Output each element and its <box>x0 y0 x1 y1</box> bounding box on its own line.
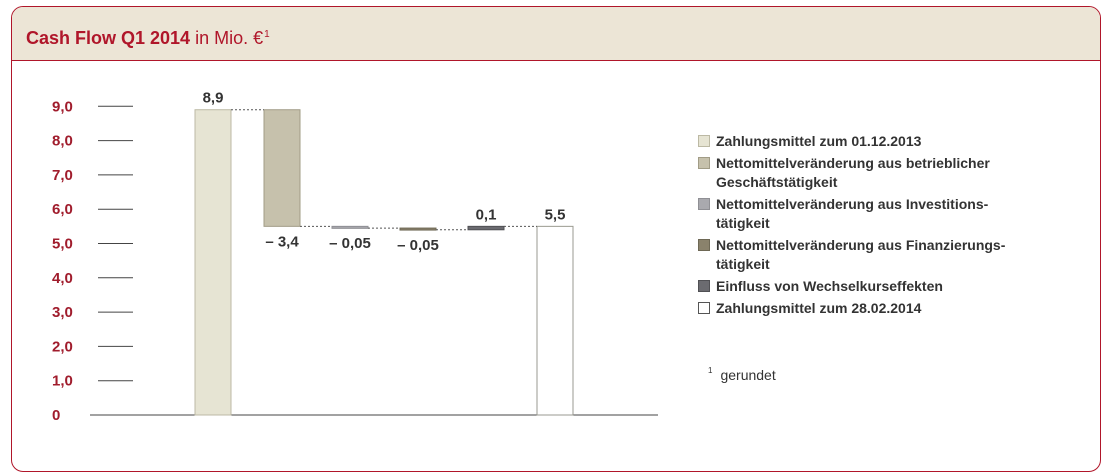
bar <box>536 225 574 416</box>
data-label: 0,1 <box>476 206 497 223</box>
legend-swatch <box>698 302 710 314</box>
y-tick-label: 8,0 <box>52 133 73 150</box>
legend-item: Nettomittelveränderung aus Finanzierungs… <box>698 236 1098 274</box>
y-tick-label: 5,0 <box>52 236 73 253</box>
data-label: – 3,4 <box>265 233 299 250</box>
chart-title: Cash Flow Q1 2014 in Mio. €1 <box>26 28 270 49</box>
y-tick-label: 7,0 <box>52 167 73 184</box>
bar <box>263 109 301 227</box>
legend-swatch <box>698 280 710 292</box>
data-label: – 0,05 <box>397 237 439 254</box>
footnote-mark: 1 <box>708 366 713 375</box>
y-tick-label: 4,0 <box>52 270 73 287</box>
y-tick-label: 1,0 <box>52 373 73 390</box>
legend-item: Einfluss von Wechselkurseffekten <box>698 277 1098 296</box>
legend-swatch <box>698 157 710 169</box>
footnote-text: gerundet <box>720 367 776 383</box>
legend-label: Nettomittelveränderung aus Investitions- <box>716 196 989 212</box>
legend-label: Nettomittelveränderung aus Finanzierungs… <box>716 237 1006 253</box>
data-label: – 0,05 <box>329 235 371 252</box>
legend-label: Nettomittelveränderung aus betrieblicher <box>716 155 990 171</box>
footnote: 1 gerundet <box>708 366 776 383</box>
legend-label: Zahlungsmittel zum 01.12.2013 <box>716 133 922 149</box>
y-tick-label: 2,0 <box>52 338 73 355</box>
y-tick-label: 0 <box>52 407 60 424</box>
bar <box>467 225 505 231</box>
y-tick-label: 6,0 <box>52 201 73 218</box>
legend-label: tätigkeit <box>716 256 770 272</box>
y-tick-label: 9,0 <box>52 98 73 115</box>
legend-swatch <box>698 198 710 210</box>
bar <box>331 225 369 229</box>
legend-swatch <box>698 135 710 147</box>
y-tick-label: 3,0 <box>52 304 73 321</box>
title-footnote-mark: 1 <box>264 29 270 40</box>
bar <box>399 227 437 231</box>
legend-label: Geschäftstätigkeit <box>716 174 838 190</box>
chart-legend: Zahlungsmittel zum 01.12.2013 Nettomittel… <box>698 132 1098 321</box>
bar <box>194 109 232 416</box>
title-bold: Cash Flow Q1 2014 <box>26 28 191 48</box>
legend-item: Nettomittelveränderung aus betrieblicher… <box>698 154 1098 192</box>
legend-swatch <box>698 239 710 251</box>
title-unit: in Mio. € <box>190 28 264 48</box>
panel-header: Cash Flow Q1 2014 in Mio. €1 <box>12 7 1100 61</box>
data-label: 5,5 <box>545 206 566 223</box>
legend-label: tätigkeit <box>716 215 770 231</box>
legend-item: Zahlungsmittel zum 01.12.2013 <box>698 132 1098 151</box>
legend-label: Zahlungsmittel zum 28.02.2014 <box>716 300 922 316</box>
legend-label: Einfluss von Wechselkurseffekten <box>716 278 943 294</box>
legend-item: Nettomittelveränderung aus Investitions-… <box>698 195 1098 233</box>
legend-item: Zahlungsmittel zum 28.02.2014 <box>698 299 1098 318</box>
data-label: 8,9 <box>203 90 224 107</box>
